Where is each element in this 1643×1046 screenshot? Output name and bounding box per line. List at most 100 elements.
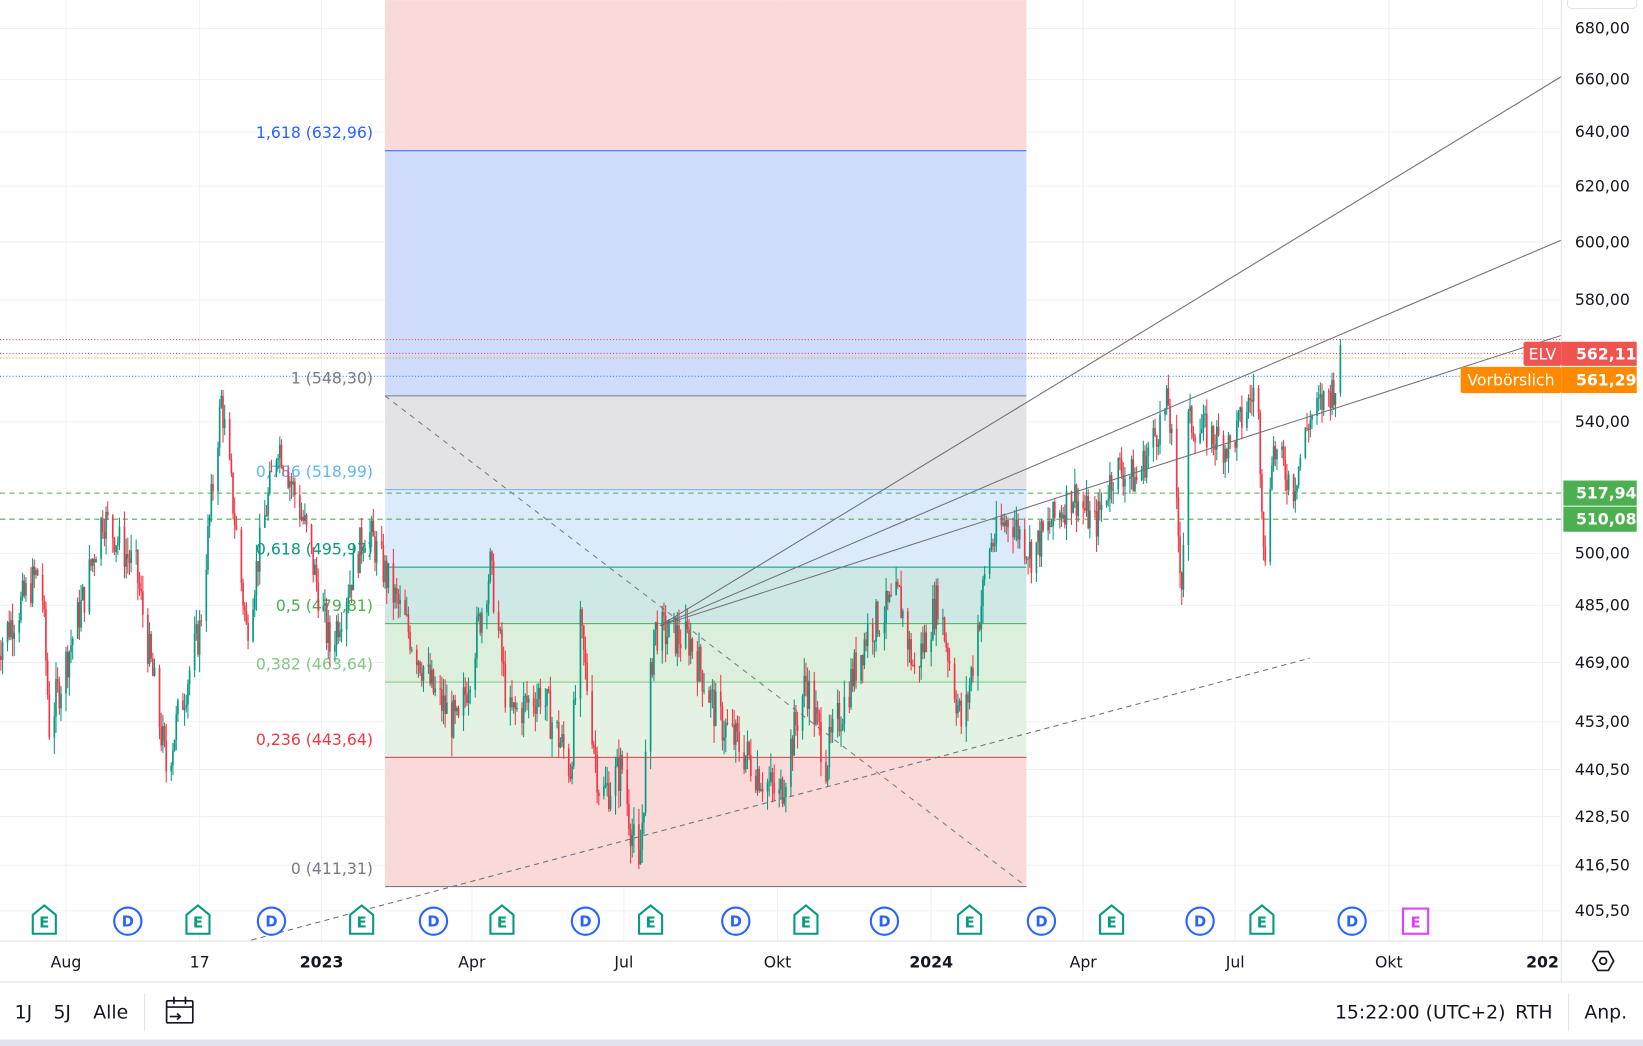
- candle: [696, 651, 699, 682]
- candle: [280, 444, 283, 468]
- candle: [230, 459, 233, 474]
- candle: [1321, 394, 1323, 410]
- candle: [699, 646, 702, 671]
- candle: [1094, 510, 1096, 512]
- range-all-button[interactable]: Alle: [93, 1002, 128, 1024]
- dividend-marker-icon: [113, 906, 143, 936]
- candle: [1134, 477, 1136, 492]
- candle: [836, 703, 839, 720]
- candle: [1210, 426, 1213, 448]
- candle: [913, 665, 916, 667]
- candle: [527, 698, 530, 703]
- candle: [738, 731, 740, 753]
- dividend-marker-label: D: [122, 913, 134, 930]
- candle: [270, 471, 273, 473]
- candle: [1109, 475, 1111, 500]
- candle: [160, 726, 163, 746]
- gear-icon[interactable]: [1591, 950, 1615, 972]
- candle: [581, 609, 583, 626]
- candle: [1025, 558, 1028, 560]
- candle: [673, 617, 675, 620]
- candle: [1145, 455, 1148, 478]
- time-ticks[interactable]: Aug 17 2023 Apr Jul Okt 2024 Apr Jul Okt 202: [51, 952, 1559, 971]
- candle: [536, 698, 538, 714]
- dividend-marker-icon: [1026, 906, 1057, 936]
- candle: [325, 603, 328, 643]
- candle: [883, 622, 886, 634]
- calendar-goto-icon[interactable]: [165, 996, 194, 1024]
- candle: [1164, 408, 1166, 415]
- candle: [1058, 512, 1061, 518]
- fib-zone: [385, 757, 1027, 887]
- candle: [783, 797, 786, 804]
- candle: [1018, 529, 1021, 540]
- candle: [942, 617, 944, 620]
- candle: [668, 619, 670, 638]
- adjust-button[interactable]: Anp.: [1584, 1002, 1627, 1024]
- candle: [212, 484, 214, 492]
- candle: [290, 481, 293, 485]
- range-5y-button[interactable]: 5J: [53, 1002, 71, 1024]
- price-tick-label: 440,50: [1575, 760, 1630, 779]
- candle: [791, 738, 794, 756]
- candle: [1264, 546, 1267, 562]
- session-button[interactable]: RTH: [1515, 1002, 1552, 1024]
- candle: [781, 778, 784, 804]
- dividend-marker-label: D: [1346, 913, 1358, 930]
- candle: [68, 652, 71, 678]
- axis-button[interactable]: [1567, 0, 1638, 10]
- earnings-marker-icon: [638, 904, 664, 935]
- candle: [116, 542, 119, 546]
- range-1y-button[interactable]: 1J: [15, 1002, 33, 1024]
- candle: [46, 660, 49, 695]
- candle: [282, 467, 284, 471]
- dividend-marker-label: D: [1035, 913, 1047, 930]
- candle: [1084, 508, 1086, 511]
- candle: [860, 655, 862, 681]
- candle: [111, 515, 114, 538]
- fib-trend-line: [384, 395, 1027, 887]
- candle: [686, 621, 689, 630]
- candle: [293, 481, 296, 496]
- candle: [1130, 459, 1133, 477]
- candle: [322, 606, 325, 611]
- candle: [30, 583, 32, 603]
- candle: [1152, 427, 1155, 448]
- candle: [268, 471, 271, 494]
- timezone-button[interactable]: 15:22:00 (UTC+2): [1335, 1002, 1506, 1024]
- candle: [1222, 435, 1225, 463]
- candle: [287, 470, 289, 488]
- candle: [1272, 446, 1275, 466]
- candle: [115, 545, 117, 552]
- price-axis[interactable]: [1561, 0, 1643, 942]
- candle: [539, 687, 542, 707]
- candle: [606, 783, 609, 785]
- candle: [152, 658, 154, 676]
- candle: [1257, 388, 1260, 413]
- candle: [571, 765, 573, 779]
- earnings-marker-label: E: [1107, 914, 1117, 931]
- candle: [53, 716, 56, 738]
- candle: [1249, 398, 1252, 400]
- candle: [731, 723, 734, 725]
- candle: [1334, 393, 1337, 406]
- trendlines[interactable]: [251, 76, 1562, 941]
- candle: [417, 661, 420, 666]
- candle: [850, 669, 852, 708]
- candle: [372, 520, 375, 537]
- candle: [526, 695, 528, 703]
- candle: [1012, 527, 1014, 538]
- fibonacci-retracement[interactable]: 1,618 (632,96) 1 (548,30) 0,786 (518,99) 0,…: [256, 0, 1027, 888]
- candle: [726, 722, 729, 724]
- candle: [252, 609, 254, 642]
- candle: [100, 518, 102, 560]
- candle: [23, 580, 26, 596]
- candle: [676, 625, 679, 654]
- dividend-marker-label: D: [579, 913, 591, 930]
- candle: [923, 632, 926, 653]
- candle: [1170, 428, 1173, 433]
- fib-level-label: 1 (548,30): [291, 368, 373, 387]
- candle: [1179, 536, 1181, 574]
- candle: [1169, 405, 1171, 433]
